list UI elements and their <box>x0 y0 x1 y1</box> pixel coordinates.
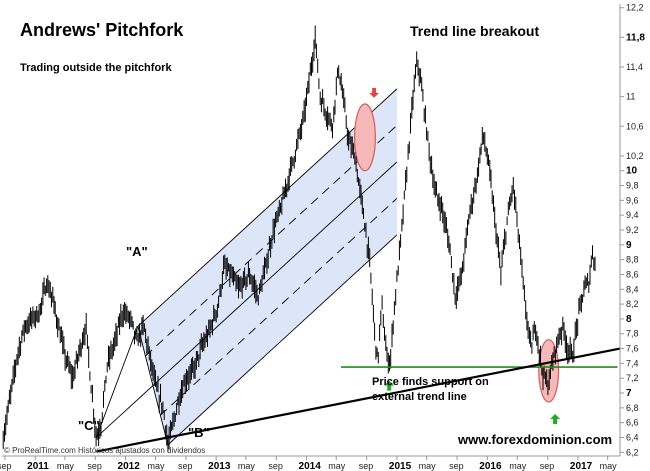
y-tick-label: 7,4 <box>626 358 639 368</box>
x-tick-label: may <box>600 461 618 471</box>
x-tick-label: may <box>148 461 166 471</box>
pitchfork-lines <box>95 88 398 446</box>
y-tick-label: 7,2 <box>626 373 639 383</box>
x-tick-label: sep <box>0 461 11 471</box>
support-lines <box>96 347 621 453</box>
y-tick-label: 9,8 <box>626 181 639 191</box>
y-tick-label: 11,4 <box>626 62 643 72</box>
up-arrow-icon-2 <box>384 380 395 391</box>
y-tick-label: 10,2 <box>626 151 644 161</box>
pitchfork-median-line <box>96 161 398 438</box>
x-tick-label: 2013 <box>208 461 231 471</box>
x-tick-label: may <box>509 461 527 471</box>
signal-arrows <box>369 87 561 424</box>
x-tick-label: 2014 <box>299 461 322 471</box>
highlight-ellipse-1 <box>353 103 376 172</box>
price-series <box>2 25 596 452</box>
chart-subtitle: Trading outside the pitchfork <box>20 62 172 74</box>
watermark: www.forexdominion.com <box>457 432 612 447</box>
x-tick-label: sep <box>449 461 464 471</box>
y-tick-label: 9,6 <box>626 195 639 205</box>
x-tick-label: 2017 <box>570 461 593 471</box>
x-tick-label: sep <box>540 461 555 471</box>
y-tick-label: 6,2 <box>626 447 639 457</box>
x-tick-label: 2012 <box>118 461 141 471</box>
y-tick-label: 7,6 <box>626 344 639 354</box>
external-trend-line <box>96 347 621 453</box>
x-tick-label: 2016 <box>479 461 502 471</box>
y-tick-label: 8,6 <box>626 269 639 279</box>
credit-text: © ProRealTime.com Históricos ajustados c… <box>4 446 205 455</box>
y-tick-label: 8 <box>626 314 632 325</box>
y-tick-label: 9 <box>626 240 632 251</box>
x-tick-label: may <box>328 461 346 471</box>
y-tick-label: 12,2 <box>626 3 644 13</box>
y-tick-label: 8,4 <box>626 284 639 294</box>
x-tick-label: may <box>57 461 75 471</box>
y-tick-label: 6,6 <box>626 418 639 428</box>
point-a-label: "A" <box>126 244 148 259</box>
x-tick-label: sep <box>87 461 102 471</box>
pitchfork-a-b-line <box>137 326 169 445</box>
y-tick-label: 9,4 <box>626 210 639 220</box>
breakout-annotation: Trend line breakout <box>410 23 539 39</box>
y-tick-label: 10,6 <box>626 121 644 131</box>
y-tick-label: 7 <box>626 388 632 399</box>
pitchfork-dashed-line-1 <box>145 125 398 357</box>
y-tick-label: 11,8 <box>626 32 645 43</box>
support-annotation-line2: external trend line <box>372 391 467 403</box>
x-tick-label: sep <box>268 461 283 471</box>
y-tick-label: 10 <box>626 166 638 177</box>
pitchfork-upper-tine <box>137 88 398 327</box>
x-tick-label: sep <box>359 461 374 471</box>
point-b-label: "B" <box>188 425 210 440</box>
point-c-label: "C" <box>78 418 100 433</box>
x-tick-label: may <box>419 461 437 471</box>
pitchfork-dashed-line-2 <box>160 198 398 416</box>
down-arrow-icon-1 <box>369 87 380 98</box>
y-tick-label: 7,8 <box>626 329 639 339</box>
y-tick-label: 8,2 <box>626 299 639 309</box>
y-tick-label: 6,4 <box>626 432 639 442</box>
pitchfork-handle-a <box>95 326 139 438</box>
up-arrow-icon-3 <box>550 414 561 424</box>
support-annotation-line1: Price finds support on <box>372 376 489 388</box>
y-tick-label: 9,2 <box>626 225 639 235</box>
pitchfork-lower-tine <box>167 234 398 446</box>
x-tick-label: may <box>238 461 256 471</box>
x-tick-label: 2015 <box>389 461 412 471</box>
x-tick-label: 2011 <box>27 461 49 471</box>
y-tick-label: 6,8 <box>626 403 639 413</box>
axes: 6,2 6,4 6,6 6,8 7 7,2 7,4 7,6 7,8 8 8,2 8,4 8,6 8,8 9 9… <box>0 3 645 471</box>
y-tick-label: 8,8 <box>626 255 639 265</box>
chart-title: Andrews' Pitchfork <box>20 20 184 40</box>
y-tick-label: 11 <box>626 92 635 102</box>
x-tick-label: sep <box>178 461 193 471</box>
